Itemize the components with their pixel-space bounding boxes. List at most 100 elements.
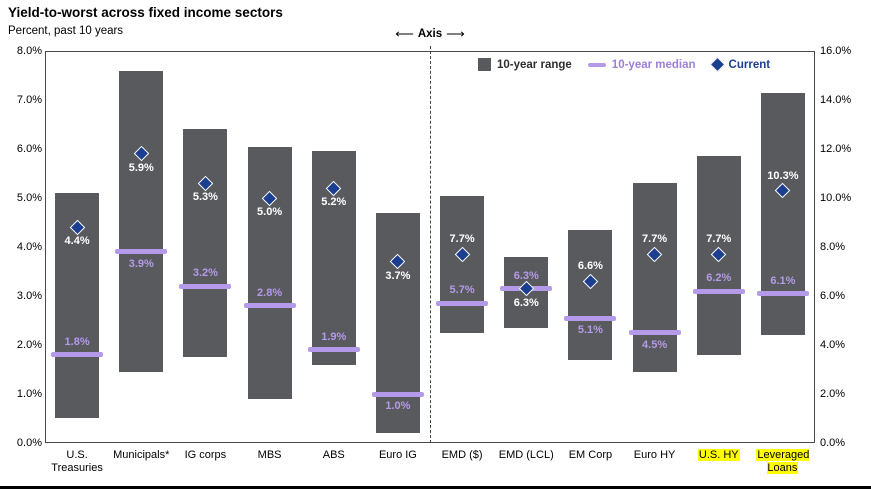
right-axis-tick: 12.0% bbox=[820, 143, 852, 155]
category-label-text: EMD (LCL) bbox=[498, 449, 554, 461]
left-axis-tick: 8.0% bbox=[16, 45, 42, 57]
category-label-text: EM Corp bbox=[568, 449, 613, 461]
median-marker bbox=[371, 391, 424, 397]
left-axis-tick: 0.0% bbox=[16, 437, 42, 449]
median-marker bbox=[628, 330, 681, 336]
category-label-text: Euro HY bbox=[633, 449, 676, 461]
left-axis-tick: 1.0% bbox=[16, 388, 42, 400]
range-bar bbox=[760, 92, 805, 336]
left-axis-tick: 5.0% bbox=[16, 192, 42, 204]
arrow-right-icon: ⟶ bbox=[446, 26, 465, 41]
category-label-text: Leveraged Loans bbox=[756, 449, 810, 475]
right-axis-tick: 2.0% bbox=[820, 388, 846, 400]
left-axis-tick: 7.0% bbox=[16, 94, 42, 106]
legend-current-label: Current bbox=[728, 58, 771, 71]
category-label: ABS bbox=[298, 449, 370, 462]
right-axis-tick: 4.0% bbox=[820, 339, 846, 351]
median-value-label: 1.8% bbox=[64, 335, 90, 348]
category-label: Euro HY bbox=[619, 449, 691, 462]
left-axis-tick: 2.0% bbox=[16, 339, 42, 351]
median-marker bbox=[756, 291, 809, 297]
median-marker bbox=[243, 303, 296, 309]
left-axis-tick: 6.0% bbox=[16, 143, 42, 155]
category-label: EMD (LCL) bbox=[490, 449, 562, 462]
range-bar bbox=[183, 129, 228, 358]
current-value-label: 6.3% bbox=[513, 296, 539, 309]
current-value-label: 4.4% bbox=[64, 235, 90, 248]
right-axis-tick: 8.0% bbox=[820, 241, 846, 253]
current-value-label: 7.7% bbox=[642, 233, 668, 246]
current-value-label: 7.7% bbox=[449, 233, 475, 246]
category-label: Municipals* bbox=[105, 449, 177, 462]
category-label: EMD ($) bbox=[426, 449, 498, 462]
category-label-text: MBS bbox=[257, 449, 282, 461]
category-label: U.S. Treasuries bbox=[41, 449, 113, 475]
median-marker bbox=[179, 283, 232, 289]
category-label: Euro IG bbox=[362, 449, 434, 462]
legend-range-label: 10-year range bbox=[497, 58, 572, 71]
range-bar bbox=[440, 195, 485, 333]
axis-indicator-label: Axis bbox=[417, 27, 443, 40]
right-axis-tick: 16.0% bbox=[820, 45, 852, 57]
median-swatch-icon bbox=[587, 62, 606, 67]
footer-rule bbox=[0, 486, 871, 489]
legend: 10-year range 10-year median Current bbox=[478, 56, 771, 73]
median-marker bbox=[436, 300, 489, 306]
category-label: U.S. HY bbox=[683, 449, 755, 462]
chart-subtitle: Percent, past 10 years bbox=[8, 25, 124, 37]
median-marker bbox=[115, 249, 168, 255]
category-label-text: IG corps bbox=[184, 449, 227, 461]
category-label-text: ABS bbox=[322, 449, 345, 461]
median-marker bbox=[564, 315, 617, 321]
median-marker bbox=[692, 288, 745, 294]
current-value-label: 5.3% bbox=[192, 191, 218, 204]
category-label: Leveraged Loans bbox=[747, 449, 819, 475]
median-marker bbox=[51, 352, 104, 358]
current-value-label: 3.7% bbox=[385, 269, 411, 282]
range-bar bbox=[247, 146, 292, 399]
legend-median-label: 10-year median bbox=[611, 58, 696, 71]
median-value-label: 6.3% bbox=[513, 269, 539, 282]
current-value-label: 7.7% bbox=[706, 233, 732, 246]
category-label-text: Municipals* bbox=[113, 449, 170, 461]
right-axis-tick: 0.0% bbox=[820, 437, 846, 449]
right-axis-tick: 6.0% bbox=[820, 290, 846, 302]
median-value-label: 2.8% bbox=[257, 286, 283, 299]
category-label-text: Euro IG bbox=[378, 449, 417, 461]
legend-item-median: 10-year median bbox=[587, 58, 696, 71]
axis-indicator: ⟵ Axis ⟶ bbox=[378, 27, 482, 40]
category-label-text: U.S. HY bbox=[697, 449, 740, 461]
median-value-label: 5.1% bbox=[577, 324, 603, 337]
category-label: IG corps bbox=[169, 449, 241, 462]
left-axis-tick: 4.0% bbox=[16, 241, 42, 253]
current-value-label: 5.9% bbox=[128, 161, 154, 174]
right-axis-tick: 14.0% bbox=[820, 94, 852, 106]
median-value-label: 5.7% bbox=[449, 284, 475, 297]
current-value-label: 5.0% bbox=[257, 206, 283, 218]
median-value-label: 1.9% bbox=[321, 330, 347, 343]
median-value-label: 6.2% bbox=[706, 272, 732, 285]
axis-divider-dashed-line bbox=[430, 46, 431, 443]
legend-item-range: 10-year range bbox=[478, 58, 572, 71]
category-label-text: U.S. Treasuries bbox=[51, 449, 103, 475]
range-swatch-icon bbox=[478, 58, 491, 71]
current-value-label: 6.6% bbox=[577, 260, 603, 273]
range-bar bbox=[632, 183, 677, 372]
range-bar bbox=[119, 70, 164, 372]
median-value-label: 3.2% bbox=[192, 267, 218, 280]
chart-title: Yield-to-worst across fixed income secto… bbox=[8, 5, 283, 20]
current-diamond-icon bbox=[709, 56, 725, 73]
right-axis-tick: 10.0% bbox=[820, 192, 852, 204]
left-axis-tick: 3.0% bbox=[16, 290, 42, 302]
median-value-label: 1.0% bbox=[385, 400, 411, 412]
current-value-label: 5.2% bbox=[321, 196, 347, 209]
arrow-left-icon: ⟵ bbox=[395, 26, 414, 41]
median-value-label: 3.9% bbox=[128, 257, 154, 270]
category-label-text: EMD ($) bbox=[441, 449, 483, 461]
range-bar bbox=[568, 229, 613, 360]
category-label: MBS bbox=[234, 449, 306, 462]
median-value-label: 6.1% bbox=[770, 274, 796, 287]
median-value-label: 4.5% bbox=[642, 338, 668, 351]
